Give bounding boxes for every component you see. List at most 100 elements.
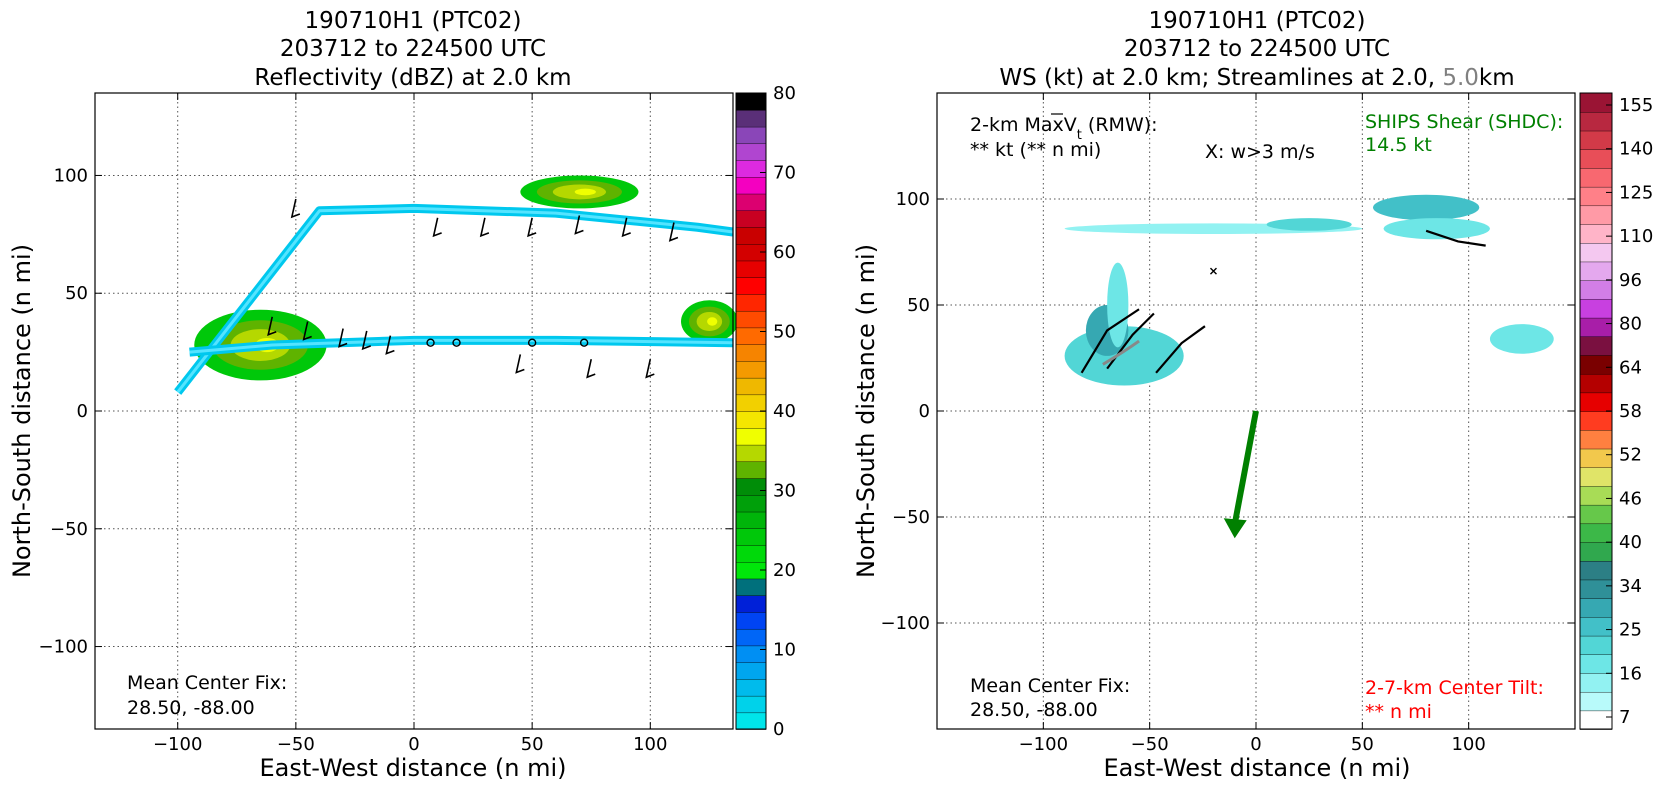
colorbar-segment <box>735 126 767 145</box>
colorbar-tick-label: 80 <box>1619 314 1642 335</box>
wind-speed-region <box>1489 324 1554 354</box>
colorbar-segment <box>1579 392 1613 412</box>
max-vt-suffix: (RMW): <box>1082 114 1158 136</box>
left-colorbar-ticks: 0 10 20 30 40 50 60 70 80 <box>760 83 796 740</box>
wind-barb <box>515 354 525 374</box>
colorbar-tick-label: 52 <box>1619 445 1642 466</box>
right-x-tick-label: −100 <box>1019 734 1068 755</box>
echo-region-core <box>707 317 718 326</box>
center-tilt-label: 2-7-km Center Tilt: <box>1365 677 1544 699</box>
colorbar-tick-label: 96 <box>1619 270 1642 291</box>
wind-barb <box>267 316 277 337</box>
colorbar-tick-label: 34 <box>1619 576 1642 597</box>
colorbar-tick-label: 25 <box>1619 620 1642 641</box>
wind-barb <box>645 359 655 379</box>
left-plot-area: −100 −50 0 50 100 −100 −50 0 50 100 <box>39 92 738 755</box>
left-y-axis-label: North-South distance (n mi) <box>8 244 36 578</box>
colorbar-segment <box>1579 111 1613 132</box>
right-title-line2: 203712 to 224500 UTC <box>1124 36 1390 62</box>
left-y-tick-label: 100 <box>54 165 88 186</box>
right-y-tick-label: 100 <box>896 189 930 210</box>
colorbar-segment <box>735 645 767 663</box>
streamline <box>1155 325 1206 374</box>
colorbar-segment <box>735 444 767 463</box>
calm-circle <box>426 338 435 347</box>
colorbar-segment <box>1579 242 1613 263</box>
colorbar-segment <box>1579 635 1613 655</box>
colorbar-segment <box>1579 597 1613 618</box>
colorbar-tick-label: 50 <box>773 322 796 343</box>
colorbar-segment <box>1579 92 1613 113</box>
right-streamlines <box>1080 229 1486 374</box>
shear-vector-head <box>1223 518 1247 539</box>
right-title-line3-suffix: km <box>1479 65 1515 91</box>
colorbar-segment <box>735 226 767 245</box>
right-center-fix-label: Mean Center Fix: <box>970 675 1130 697</box>
colorbar-segment <box>735 628 767 647</box>
left-center-fix-value: 28.50, -88.00 <box>127 697 255 719</box>
wind-barb <box>302 321 312 341</box>
colorbar-segment <box>1579 523 1613 543</box>
colorbar-tick-label: 110 <box>1619 226 1653 247</box>
colorbar-tick-label: 30 <box>773 481 796 502</box>
left-title-line1: 190710H1 (PTC02) <box>305 8 522 34</box>
colorbar-segment <box>735 92 767 111</box>
right-x-tick-label: 50 <box>1351 734 1374 755</box>
left-x-tick-label: −50 <box>277 734 315 755</box>
shear-vector-shaft <box>1231 410 1259 525</box>
colorbar-segment <box>735 260 767 278</box>
streamline <box>1425 229 1486 247</box>
left-x-tick-label: 50 <box>521 734 544 755</box>
colorbar-segment <box>1579 186 1613 207</box>
colorbar-segment <box>735 461 767 479</box>
wind-barb <box>361 330 372 351</box>
colorbar-segment <box>1579 485 1613 506</box>
colorbar-segment <box>735 410 767 429</box>
wind-speed-region <box>1266 218 1352 231</box>
colorbar-tick-label: 0 <box>773 719 784 740</box>
max-vt-subscript: t <box>1077 128 1082 143</box>
colorbar-segment <box>1579 504 1613 525</box>
max-vt-label: 2-km MaxVt (RMW): <box>970 114 1158 143</box>
colorbar-tick-label: 70 <box>773 163 796 184</box>
left-y-tick-label: 0 <box>77 401 88 422</box>
colorbar-tick-label: 64 <box>1619 357 1642 378</box>
right-plot-area: −100 −50 0 50 100 −100 −50 0 50 100 <box>881 92 1576 755</box>
wind-barb <box>385 335 395 355</box>
colorbar-segment <box>1579 279 1613 300</box>
colorbar-segment <box>735 477 767 496</box>
wind-barb <box>527 217 537 238</box>
colorbar-segment <box>1579 335 1613 356</box>
right-y-tick-label: −100 <box>881 613 930 634</box>
colorbar-segment <box>735 209 767 228</box>
colorbar-tick-label: 140 <box>1619 139 1653 160</box>
wind-speed-region <box>1107 262 1129 348</box>
right-y-tick-label: −50 <box>892 507 930 528</box>
colorbar-tick-label: 16 <box>1619 663 1642 684</box>
wind-barb <box>479 217 490 238</box>
colorbar-segment <box>1579 672 1613 693</box>
right-w-marker <box>1209 267 1217 275</box>
left-y-tick-label: −100 <box>39 637 88 658</box>
colorbar-tick-label: 7 <box>1619 707 1630 728</box>
colorbar-segment <box>735 578 767 596</box>
left-x-tick-label: 0 <box>408 734 419 755</box>
left-y-tick-label: 50 <box>65 283 88 304</box>
colorbar-segment <box>1579 541 1613 562</box>
colorbar-segment <box>735 427 767 446</box>
streamline-upper-level <box>1102 339 1140 366</box>
right-grid <box>937 93 1575 729</box>
windspeed-panel: 190710H1 (PTC02) 203712 to 224500 UTC WS… <box>852 8 1653 782</box>
colorbar-segment <box>1579 466 1613 487</box>
colorbar-segment <box>1579 148 1613 169</box>
left-y-ticks: −100 −50 0 50 100 <box>39 165 733 658</box>
colorbar-segment <box>735 327 767 345</box>
calm-circle <box>452 338 461 347</box>
colorbar-segment <box>735 527 767 546</box>
flight-track-center <box>189 338 734 354</box>
colorbar-segment <box>735 377 767 396</box>
right-title-line3-prefix: WS (kt) at 2.0 km; Streamlines at 2.0, <box>999 65 1442 91</box>
colorbar-segment <box>735 511 767 529</box>
colorbar-segment <box>735 159 767 178</box>
right-y-tick-label: 50 <box>907 295 930 316</box>
